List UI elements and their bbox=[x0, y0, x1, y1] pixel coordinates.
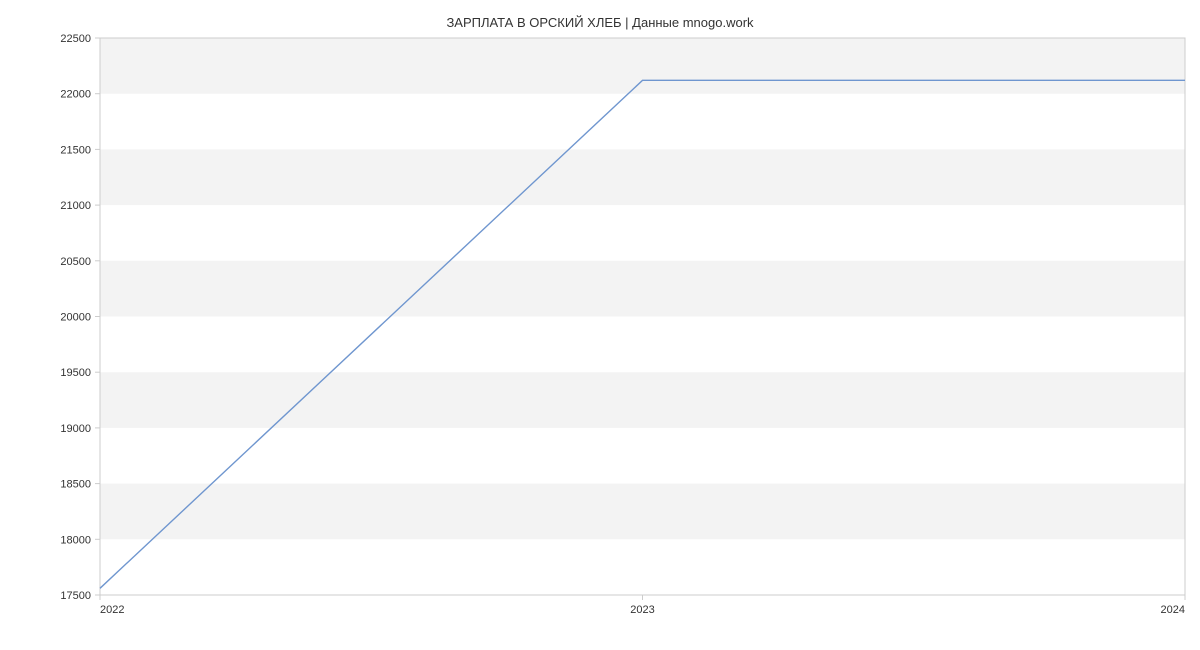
y-tick-label: 19000 bbox=[60, 423, 91, 435]
chart-svg: 17500 18000 18500 19000 19500 20000 20500 21000… bbox=[0, 0, 1200, 650]
y-tick-label: 18500 bbox=[60, 479, 91, 491]
y-tick-label: 18000 bbox=[60, 534, 91, 546]
y-tick-label: 21500 bbox=[60, 144, 91, 156]
x-tick-label: 2023 bbox=[630, 604, 654, 616]
y-tick-label: 20000 bbox=[60, 312, 91, 324]
chart-title: ЗАРПЛАТА В ОРСКИЙ ХЛЕБ | Данные mnogo.wo… bbox=[0, 15, 1200, 30]
y-tick-label: 21000 bbox=[60, 200, 91, 212]
x-tick-label: 2024 bbox=[1161, 604, 1185, 616]
x-tick-label: 2022 bbox=[100, 604, 124, 616]
salary-line-chart: ЗАРПЛАТА В ОРСКИЙ ХЛЕБ | Данные mnogo.wo… bbox=[0, 0, 1200, 650]
y-tick-label: 22500 bbox=[60, 33, 91, 45]
y-tick-label: 22000 bbox=[60, 89, 91, 101]
y-tick-label: 20500 bbox=[60, 256, 91, 268]
y-tick-label: 19500 bbox=[60, 367, 91, 379]
y-tick-label: 17500 bbox=[60, 590, 91, 602]
